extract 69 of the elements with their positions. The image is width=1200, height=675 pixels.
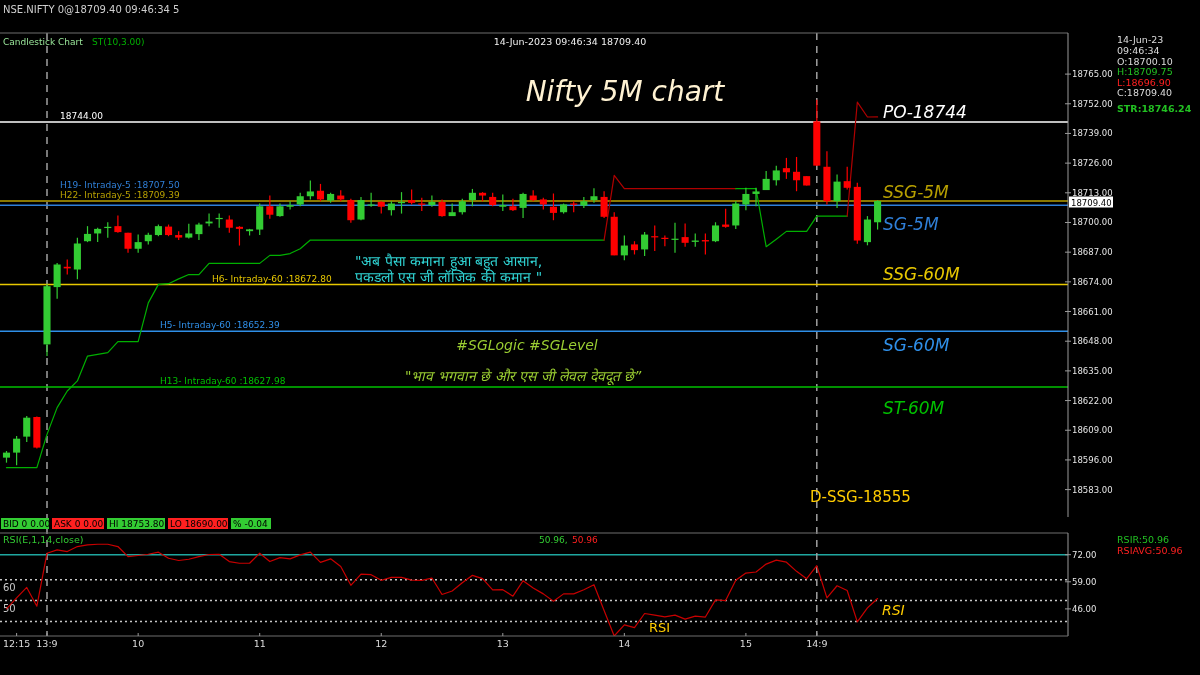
annotation: 50.96,	[539, 535, 568, 545]
ref-line-label: H5- Intraday-60 :18652.39	[160, 320, 280, 331]
y-tick-label: 18713.00	[1072, 187, 1113, 198]
y-tick-label: 18752.00	[1072, 98, 1113, 109]
y-tick-label: 18648.00	[1072, 336, 1113, 347]
text: ST(10,3.00)	[92, 37, 145, 47]
x-tick-label: 15	[739, 638, 752, 649]
chart-title: RSI(E,1,14,close)	[3, 534, 84, 545]
ref-line-label: H6- Intraday-60 :18672.80	[212, 273, 332, 284]
annotation: RSI	[882, 602, 905, 618]
text: LO 18690.00	[170, 519, 228, 529]
annotation: Candlestick Chart	[3, 37, 84, 47]
text: % -0.04	[233, 519, 268, 529]
text: H:18709.75	[1117, 66, 1173, 77]
annotation: SSG-5M	[883, 182, 950, 203]
y-tick-label: 18661.00	[1072, 306, 1113, 317]
text: HI 18753.80	[109, 519, 165, 529]
annotation: 14-Jun-2023 09:46:34 18709.40	[493, 36, 647, 47]
annotation: 50.96	[572, 535, 599, 545]
ref-line-label: H22- Intraday-5 :18709.39	[60, 190, 180, 201]
y-tick-label: 46.00	[1072, 603, 1097, 614]
x-tick-label: 11	[253, 638, 266, 649]
y-tick-label: 18674.00	[1072, 276, 1113, 287]
text: 09:46:34	[1117, 45, 1160, 56]
y-tick-label: 59.00	[1072, 576, 1097, 587]
y-tick-label: 18583.00	[1072, 484, 1113, 495]
y-tick-label: 18596.00	[1072, 454, 1113, 465]
x-tick-label: 12	[375, 638, 388, 649]
annotation: #SGLogic #SGLevel	[456, 337, 598, 353]
text: 18709.40	[1071, 197, 1112, 208]
x-tick-label: 12:15	[2, 638, 31, 649]
ref-line-label: 18744.00	[60, 111, 104, 122]
text: RSIAVG:50.96	[1117, 545, 1183, 556]
text: 14-Jun-23	[1117, 34, 1164, 45]
annotation: RSI	[649, 620, 671, 635]
x-tick-label: 13:9	[36, 638, 58, 649]
y-tick-label: 18609.00	[1072, 425, 1113, 436]
text: STR:18746.24	[1117, 103, 1192, 114]
x-tick-label: 14	[618, 638, 631, 649]
y-tick-label: 18622.00	[1072, 395, 1113, 406]
text: NSE.NIFTY 0@18709.40 09:46:34 5	[3, 4, 180, 15]
ref-line-label: 50	[3, 602, 16, 614]
ref-line-label: H13- Intraday-60 :18627.98	[160, 375, 286, 386]
text: ASK 0 0.00	[54, 519, 104, 529]
annotation: SG-5M	[883, 214, 939, 235]
text: O:18700.10	[1117, 56, 1173, 67]
text: L:18696.90	[1117, 77, 1171, 88]
x-tick-label: 14:9	[806, 638, 828, 649]
annotation: PO-18744	[883, 102, 967, 123]
y-tick-label: 18739.00	[1072, 128, 1113, 139]
ref-line-label: 60	[3, 581, 16, 593]
y-tick-label: 18700.00	[1072, 217, 1113, 228]
text: C:18709.40	[1117, 87, 1173, 98]
annotation: पकडलो एस जी लॉजिक की कमान "	[355, 269, 543, 285]
y-tick-label: 18635.00	[1072, 365, 1113, 376]
x-tick-label: 13	[496, 638, 509, 649]
annotation: D-SSG-18555	[810, 488, 911, 506]
x-tick-label: 10	[132, 638, 145, 649]
y-tick-label: 72.00	[1072, 549, 1097, 560]
y-tick-label: 18726.00	[1072, 158, 1113, 169]
annotation: SSG-60M	[883, 263, 960, 284]
annotation: "भाव भगवान छे और एस जी लेवल देवदूत छे”	[405, 368, 643, 386]
ref-line-label: H19- Intraday-5 :18707.50	[60, 180, 180, 191]
text: Nifty 5M chart	[525, 75, 726, 108]
annotation: ST-60M	[883, 397, 945, 418]
y-tick-label: 18687.00	[1072, 247, 1113, 258]
annotation: SG-60M	[883, 335, 950, 356]
text: RSIR:50.96	[1117, 534, 1170, 545]
y-tick-label: 18765.00	[1072, 69, 1113, 80]
